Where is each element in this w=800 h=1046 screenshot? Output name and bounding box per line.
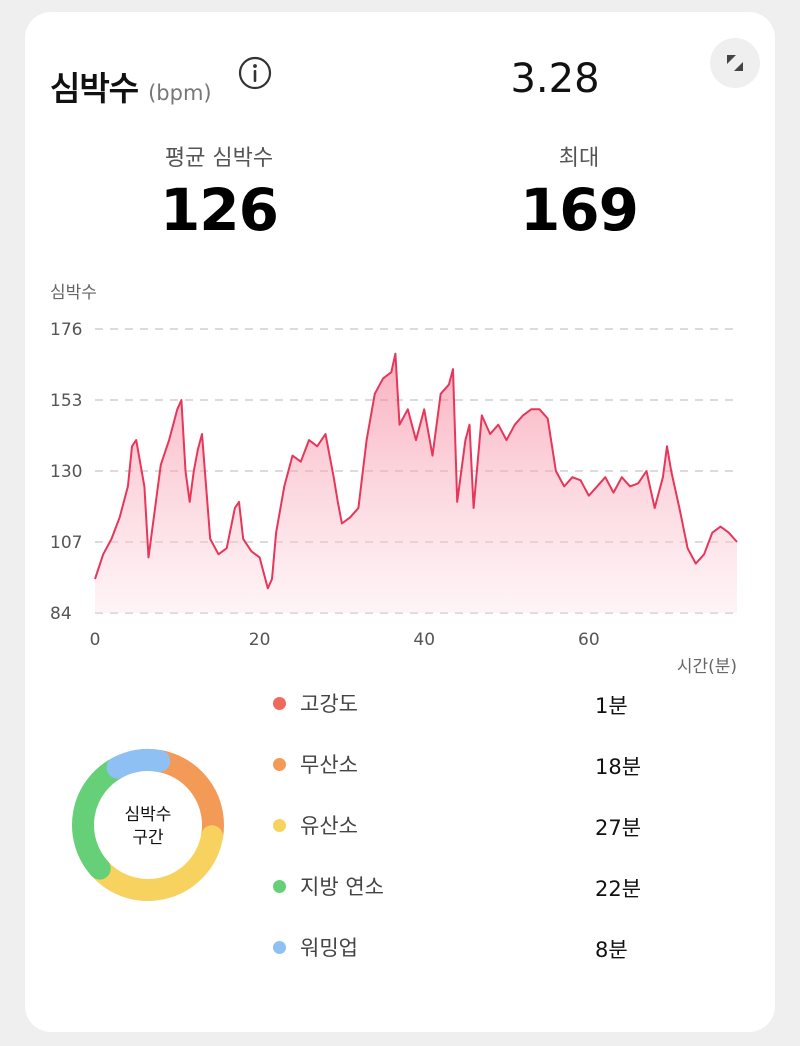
title-row: 심박수 (bpm) <box>50 62 212 110</box>
y-tick-label: 130 <box>50 462 82 482</box>
heart-rate-card: 심박수 (bpm) 3.28 평균 심박수 126 최대 169 심박수 시간(… <box>25 12 775 1032</box>
y-tick-label: 84 <box>50 604 72 624</box>
legend-zone-duration: 8분 <box>595 938 628 962</box>
heart-rate-chart: 심박수 시간(분) 176 153 130 107 84 0 20 40 60 <box>50 283 738 677</box>
x-tick-label: 0 <box>90 630 101 650</box>
date-label: 3.28 <box>510 56 600 102</box>
legend-zone-name: 무산소 <box>300 753 358 777</box>
x-tick-label: 60 <box>578 630 600 650</box>
legend-item: 지방 연소 <box>273 871 384 901</box>
legend-zone-duration: 1분 <box>595 694 628 718</box>
legend-item: 워밍업 <box>273 932 358 962</box>
legend-dot <box>273 940 286 954</box>
legend-zone-name: 워밍업 <box>300 936 358 960</box>
expand-button[interactable] <box>710 38 760 88</box>
avg-heart-rate-value: 126 <box>159 176 279 244</box>
donut-segment <box>106 749 171 779</box>
expand-icon <box>727 55 743 71</box>
max-heart-rate-label: 최대 <box>558 146 600 171</box>
legend-zone-name: 유산소 <box>300 814 358 838</box>
x-tick-label: 20 <box>249 630 271 650</box>
legend-zone-name: 지방 연소 <box>300 875 384 899</box>
info-icon[interactable] <box>238 56 272 90</box>
legend-zone-duration: 22분 <box>595 877 642 901</box>
donut-segment <box>88 825 224 901</box>
donut-segment <box>72 756 129 880</box>
legend-zone-duration: 18분 <box>595 755 642 779</box>
legend-zone-duration: 27분 <box>595 816 642 840</box>
legend-dot <box>273 818 286 832</box>
card-title: 심박수 <box>50 69 139 108</box>
unit-label: (bpm) <box>148 81 212 105</box>
legend-dot <box>273 696 286 710</box>
legend-item: 유산소 <box>273 810 358 840</box>
y-tick-label: 153 <box>50 391 82 411</box>
heart-rate-line <box>94 352 738 590</box>
x-axis-label: 시간(분) <box>677 657 737 677</box>
legend-zone-name: 고강도 <box>300 692 358 716</box>
max-heart-rate-value: 169 <box>519 176 639 244</box>
legend-item: 무산소 <box>273 749 358 779</box>
donut-label-line1: 심박수 <box>124 805 172 825</box>
y-axis-label: 심박수 <box>50 283 97 303</box>
heart-rate-area <box>95 353 737 613</box>
x-tick-label: 40 <box>413 630 435 650</box>
y-tick-label: 107 <box>50 533 82 553</box>
legend-item: 고강도 <box>273 688 358 718</box>
y-tick-label: 176 <box>50 320 82 340</box>
legend-dot <box>273 879 286 893</box>
donut-segment <box>153 751 224 848</box>
zones-donut-chart <box>72 749 224 901</box>
avg-heart-rate-label: 평균 심박수 <box>164 146 274 171</box>
donut-center-label: 심박수 구간 <box>100 804 196 850</box>
donut-label-line2: 구간 <box>132 828 164 848</box>
legend-dot <box>273 757 286 771</box>
